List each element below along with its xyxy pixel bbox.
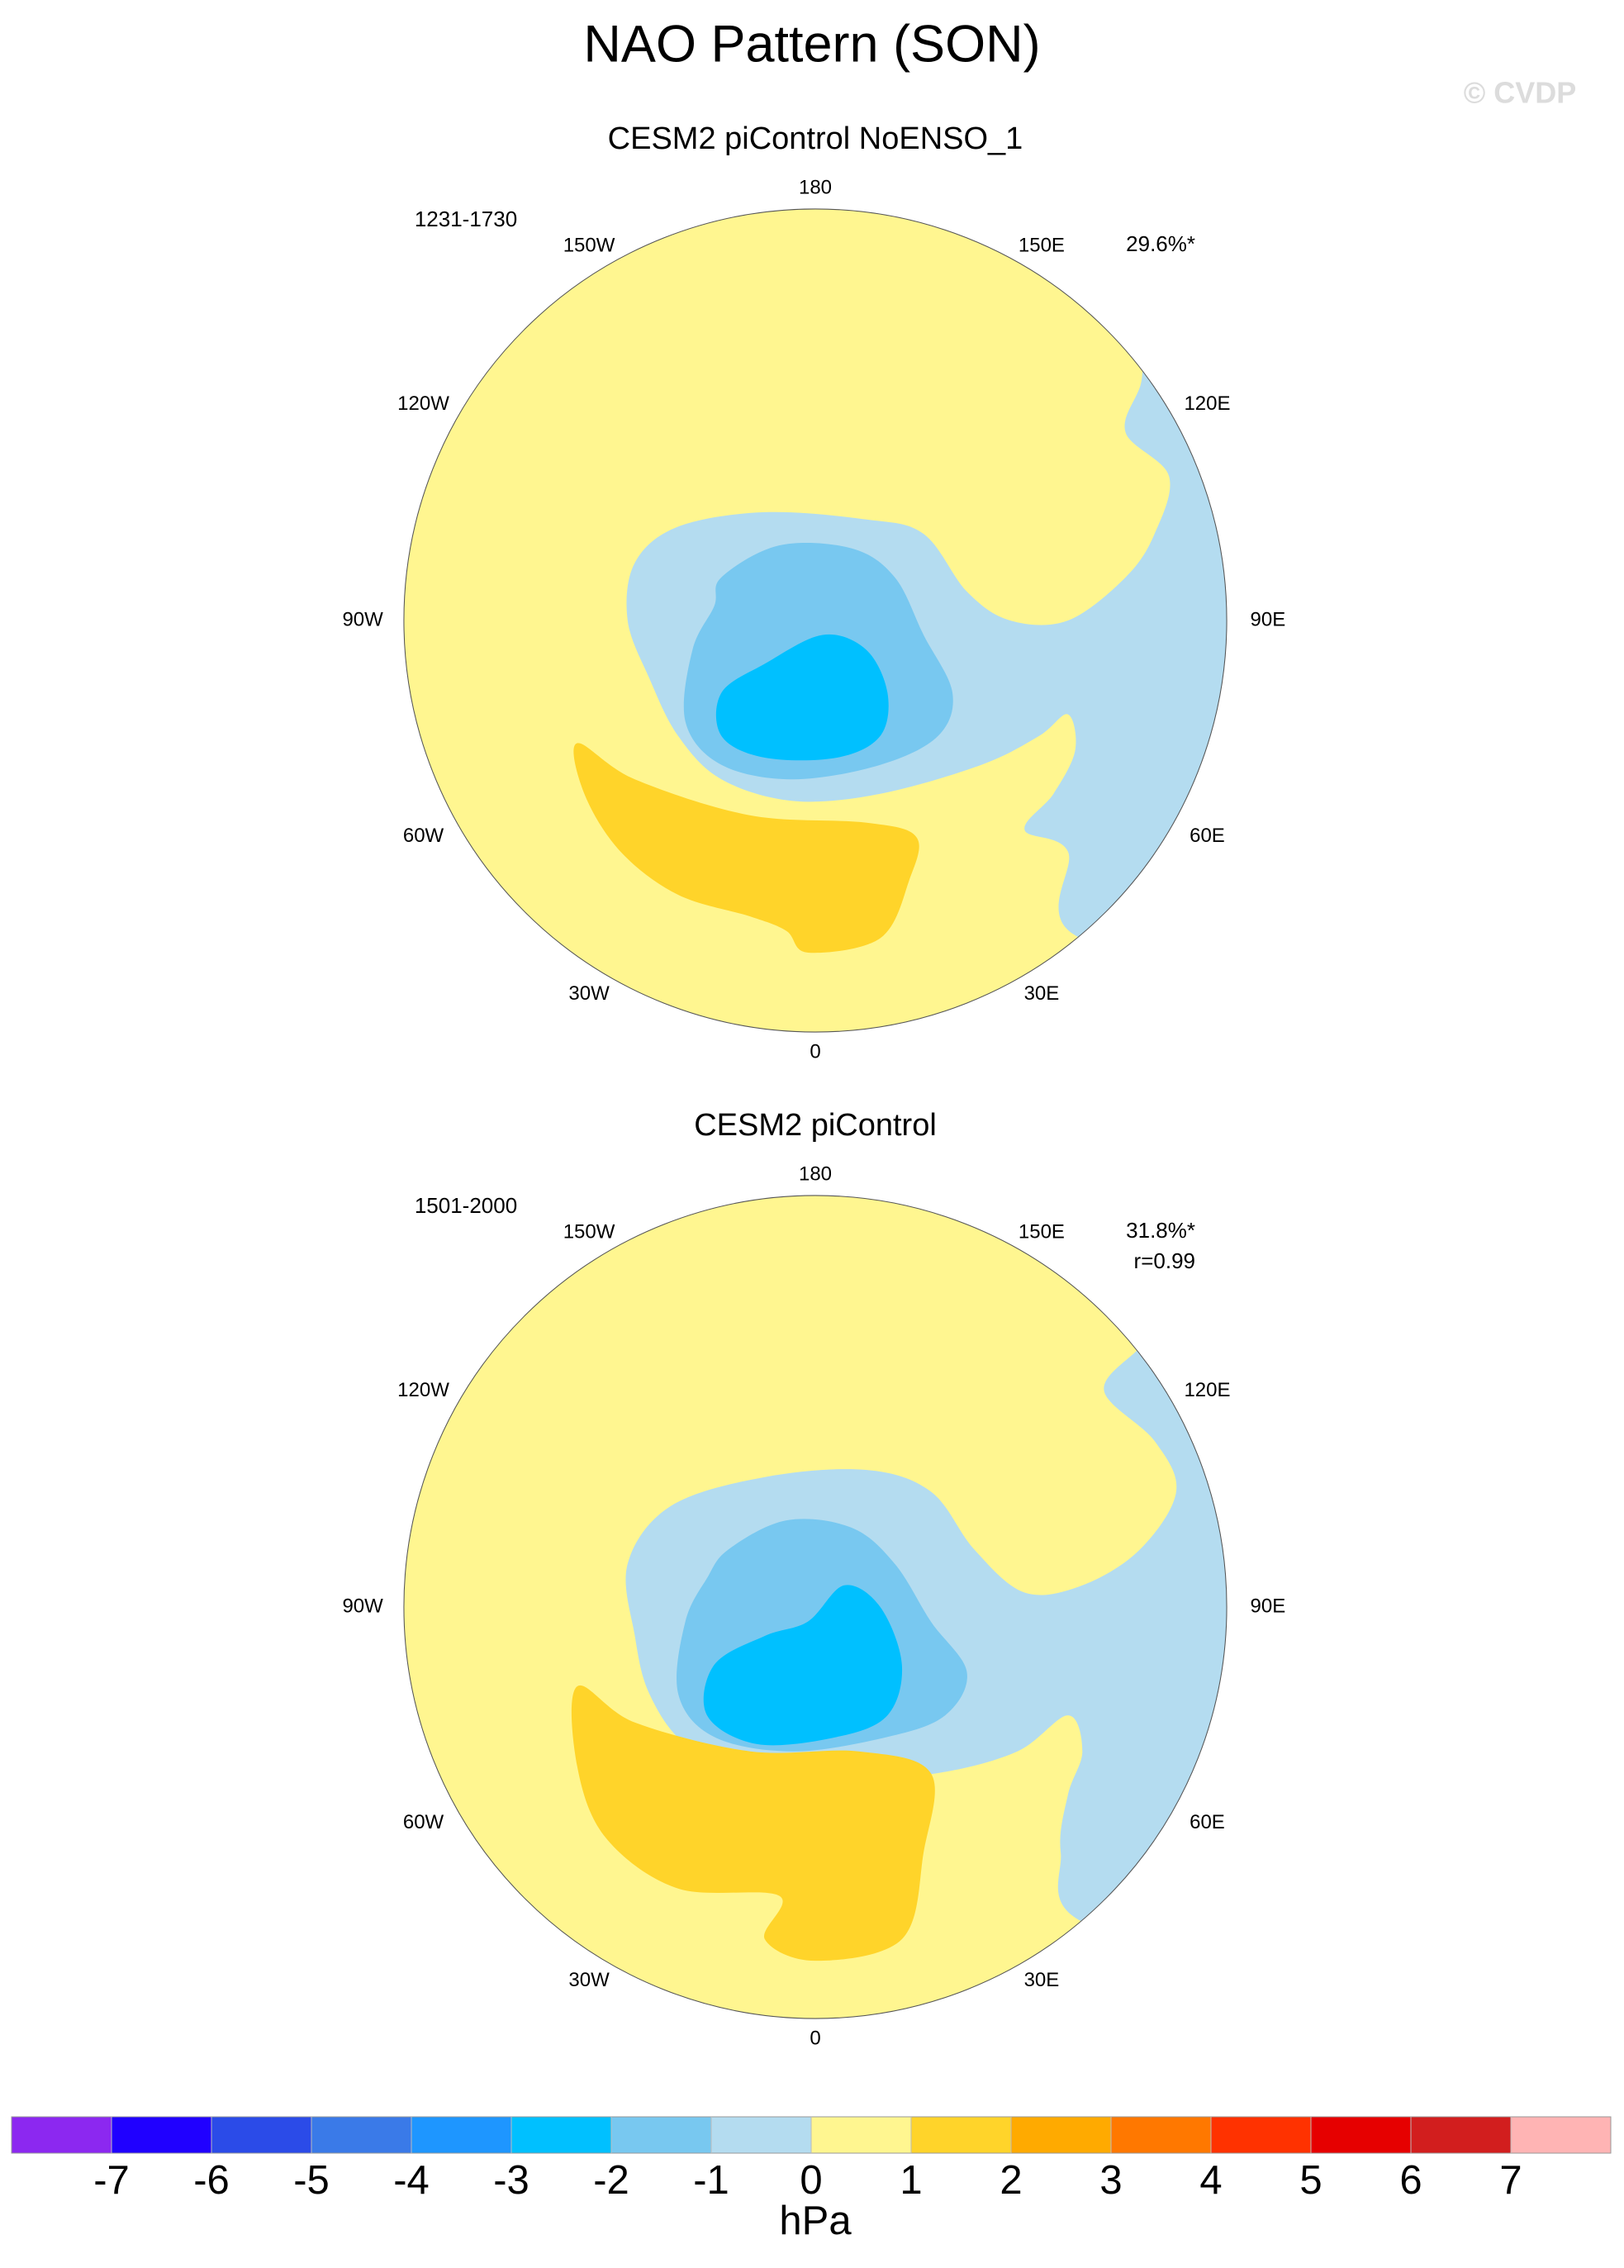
colorbar-tick-label: -2 — [593, 2158, 629, 2203]
colorbar-box — [311, 2117, 411, 2153]
longitude-label: 60E — [1190, 1811, 1225, 1833]
colorbar-box — [711, 2117, 811, 2153]
colorbar-tick-label: 3 — [1099, 2158, 1122, 2203]
colorbar-box — [511, 2117, 611, 2153]
colorbar-box — [411, 2117, 511, 2153]
map-panel — [403, 208, 1227, 1033]
longitude-label: 60W — [403, 1811, 444, 1833]
longitude-label: 30W — [568, 982, 610, 1005]
colorbar-box — [611, 2117, 711, 2153]
contour-region — [625, 1269, 1227, 2007]
longitude-label: 90E — [1251, 1595, 1286, 1617]
contour-region — [573, 743, 919, 953]
stat-label: 29.6%* — [1126, 231, 1195, 256]
longitude-label: 90E — [1251, 608, 1286, 630]
panel-title: CESM2 piControl NoENSO_1 — [608, 121, 1023, 156]
map-border — [403, 1195, 1227, 2019]
colorbar-tick-label: -5 — [293, 2158, 330, 2203]
colorbar-tick-label: -1 — [693, 2158, 729, 2203]
contour-region — [703, 1585, 903, 1746]
longitude-label: 0 — [810, 1040, 820, 1063]
colorbar-box — [911, 2117, 1011, 2153]
longitude-label: 120W — [397, 1379, 449, 1401]
longitude-label: 120E — [1184, 392, 1230, 415]
longitude-label: 60E — [1190, 825, 1225, 847]
colorbar-tick-label: -7 — [93, 2158, 130, 2203]
longitude-label: 150W — [563, 234, 615, 256]
longitude-label: 30W — [568, 1969, 610, 1991]
colorbar-box — [811, 2117, 911, 2153]
map-panel — [403, 1195, 1227, 2019]
figure-title: NAO Pattern (SON) — [583, 16, 1040, 74]
colorbar-tick-label: -6 — [193, 2158, 230, 2203]
longitude-label: 150W — [563, 1220, 615, 1243]
map-border — [403, 208, 1227, 1033]
longitude-label: 120W — [397, 392, 449, 415]
colorbar-tick-label: -4 — [393, 2158, 430, 2203]
colorbar-tick-label: 1 — [900, 2158, 922, 2203]
colorbar-tick-label: 2 — [1000, 2158, 1022, 2203]
period-label: 1231-1730 — [415, 207, 517, 231]
longitude-label: 30E — [1024, 982, 1060, 1005]
stat-label: r=0.99 — [1134, 1248, 1195, 1273]
longitude-label: 120E — [1184, 1379, 1230, 1401]
colorbar-box — [1511, 2117, 1611, 2153]
longitude-label: 90W — [342, 608, 383, 630]
longitude-label: 180 — [799, 1163, 832, 1185]
colorbar-tick-label: 0 — [800, 2158, 822, 2203]
panel-title: CESM2 piControl — [694, 1108, 937, 1143]
longitude-label: 180 — [799, 176, 832, 198]
colorbar-tick-label: 7 — [1499, 2158, 1522, 2203]
colorbar-box — [1111, 2117, 1211, 2153]
stat-label: 31.8%* — [1126, 1218, 1195, 1243]
colorbar-box — [1211, 2117, 1311, 2153]
watermark: © CVDP — [1464, 76, 1577, 110]
contour-region — [715, 634, 889, 761]
longitude-label: 90W — [342, 1595, 383, 1617]
colorbar-box — [1011, 2117, 1111, 2153]
colorbar-box — [12, 2117, 112, 2153]
colorbar-box — [1411, 2117, 1511, 2153]
colorbar-tick-label: 5 — [1299, 2158, 1322, 2203]
longitude-label: 30E — [1024, 1969, 1060, 1991]
contour-region — [571, 1685, 935, 1961]
contour-region — [626, 281, 1227, 1020]
longitude-label: 150E — [1019, 234, 1065, 256]
longitude-label: 0 — [810, 2027, 820, 2049]
longitude-label: 60W — [403, 825, 444, 847]
colorbar-box — [112, 2117, 211, 2153]
colorbar-box — [1311, 2117, 1411, 2153]
colorbar-box — [211, 2117, 311, 2153]
period-label: 1501-2000 — [415, 1193, 517, 1218]
colorbar-tick-label: 6 — [1399, 2158, 1422, 2203]
colorbar-label: hPa — [779, 2199, 852, 2243]
longitude-label: 150E — [1019, 1220, 1065, 1243]
colorbar-tick-label: -3 — [493, 2158, 529, 2203]
colorbar-tick-label: 4 — [1199, 2158, 1222, 2203]
